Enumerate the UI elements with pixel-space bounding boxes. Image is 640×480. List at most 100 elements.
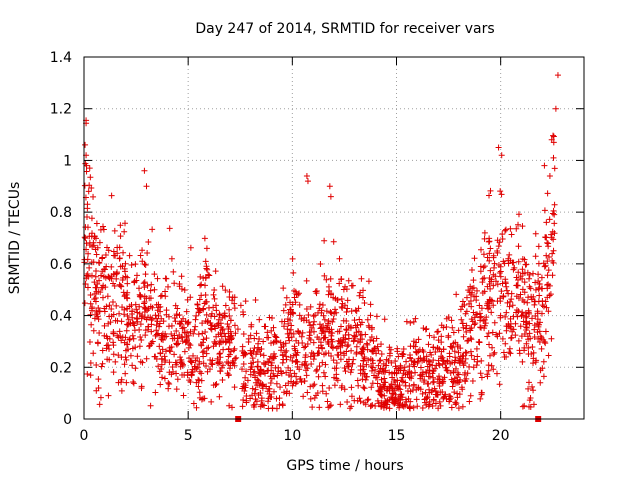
data-point bbox=[404, 387, 411, 394]
data-point bbox=[402, 379, 409, 386]
data-point bbox=[93, 220, 100, 227]
data-point bbox=[255, 392, 262, 399]
data-point bbox=[95, 259, 102, 266]
data-point bbox=[462, 378, 469, 385]
data-point bbox=[141, 298, 148, 305]
data-point bbox=[88, 272, 95, 279]
data-point bbox=[456, 391, 463, 398]
data-point bbox=[266, 314, 273, 321]
data-point bbox=[428, 351, 435, 358]
x-tick-label: 15 bbox=[388, 428, 406, 444]
data-point bbox=[405, 369, 412, 376]
data-point bbox=[198, 342, 205, 349]
data-point bbox=[486, 257, 493, 264]
data-point bbox=[81, 300, 88, 307]
data-point bbox=[111, 227, 118, 234]
data-point bbox=[336, 328, 343, 335]
data-point bbox=[549, 250, 556, 257]
data-point bbox=[83, 168, 90, 175]
data-point bbox=[374, 374, 381, 381]
data-point bbox=[86, 233, 93, 240]
data-point bbox=[137, 292, 144, 299]
data-point bbox=[179, 338, 186, 345]
data-point bbox=[499, 335, 506, 342]
data-point bbox=[162, 330, 169, 337]
data-point bbox=[491, 264, 498, 271]
data-point bbox=[487, 245, 494, 252]
data-point bbox=[344, 297, 351, 304]
data-point bbox=[476, 310, 483, 317]
data-point bbox=[409, 387, 416, 394]
data-point bbox=[231, 305, 238, 312]
data-point bbox=[353, 329, 360, 336]
data-point bbox=[248, 363, 255, 370]
data-point bbox=[549, 210, 556, 217]
data-point bbox=[230, 347, 237, 354]
data-point bbox=[122, 220, 129, 227]
data-point bbox=[83, 213, 90, 220]
data-point bbox=[101, 308, 108, 315]
data-point bbox=[513, 293, 520, 300]
data-point bbox=[330, 357, 337, 364]
data-point bbox=[340, 334, 347, 341]
data-point bbox=[423, 369, 430, 376]
data-point bbox=[324, 398, 331, 405]
data-point bbox=[202, 291, 209, 298]
data-point bbox=[480, 264, 487, 271]
data-point bbox=[487, 267, 494, 274]
data-point bbox=[378, 350, 385, 357]
data-point bbox=[481, 235, 488, 242]
data-point bbox=[364, 397, 371, 404]
data-point bbox=[99, 254, 106, 261]
data-point bbox=[156, 343, 163, 350]
data-point bbox=[497, 295, 504, 302]
data-point bbox=[343, 327, 350, 334]
data-point bbox=[158, 292, 165, 299]
data-point bbox=[529, 315, 536, 322]
data-point bbox=[415, 384, 422, 391]
data-point bbox=[325, 291, 332, 298]
data-point bbox=[540, 303, 547, 310]
data-point bbox=[443, 395, 450, 402]
data-point bbox=[407, 319, 414, 326]
data-point bbox=[478, 357, 485, 364]
data-point bbox=[425, 341, 432, 348]
data-point bbox=[464, 337, 471, 344]
data-point bbox=[432, 365, 439, 372]
data-point bbox=[268, 327, 275, 334]
data-point bbox=[342, 368, 349, 375]
data-point bbox=[550, 247, 557, 254]
data-point bbox=[378, 376, 385, 383]
data-point bbox=[364, 316, 371, 323]
data-point bbox=[367, 403, 374, 410]
data-point bbox=[251, 368, 258, 375]
data-point bbox=[217, 368, 224, 375]
data-point bbox=[303, 372, 310, 379]
data-point bbox=[438, 333, 445, 340]
data-point bbox=[487, 352, 493, 359]
data-point bbox=[443, 323, 450, 330]
data-point bbox=[479, 275, 486, 282]
data-point bbox=[454, 369, 461, 376]
data-point bbox=[310, 328, 317, 335]
data-point bbox=[85, 250, 92, 257]
data-point bbox=[400, 351, 407, 358]
data-point bbox=[291, 287, 298, 294]
data-point bbox=[388, 380, 395, 387]
data-point bbox=[116, 310, 123, 317]
data-point bbox=[127, 352, 134, 359]
data-point bbox=[388, 396, 395, 403]
data-point bbox=[456, 355, 463, 362]
data-point bbox=[453, 400, 460, 407]
data-point bbox=[127, 320, 134, 327]
data-point bbox=[139, 247, 146, 254]
data-point bbox=[319, 345, 326, 352]
data-point bbox=[415, 336, 422, 343]
y-tick-label: 0.6 bbox=[50, 257, 72, 273]
data-point bbox=[165, 313, 172, 320]
data-point bbox=[210, 291, 217, 298]
data-point bbox=[270, 370, 277, 377]
data-point bbox=[114, 317, 121, 324]
data-point bbox=[133, 306, 140, 313]
data-point bbox=[424, 380, 431, 387]
